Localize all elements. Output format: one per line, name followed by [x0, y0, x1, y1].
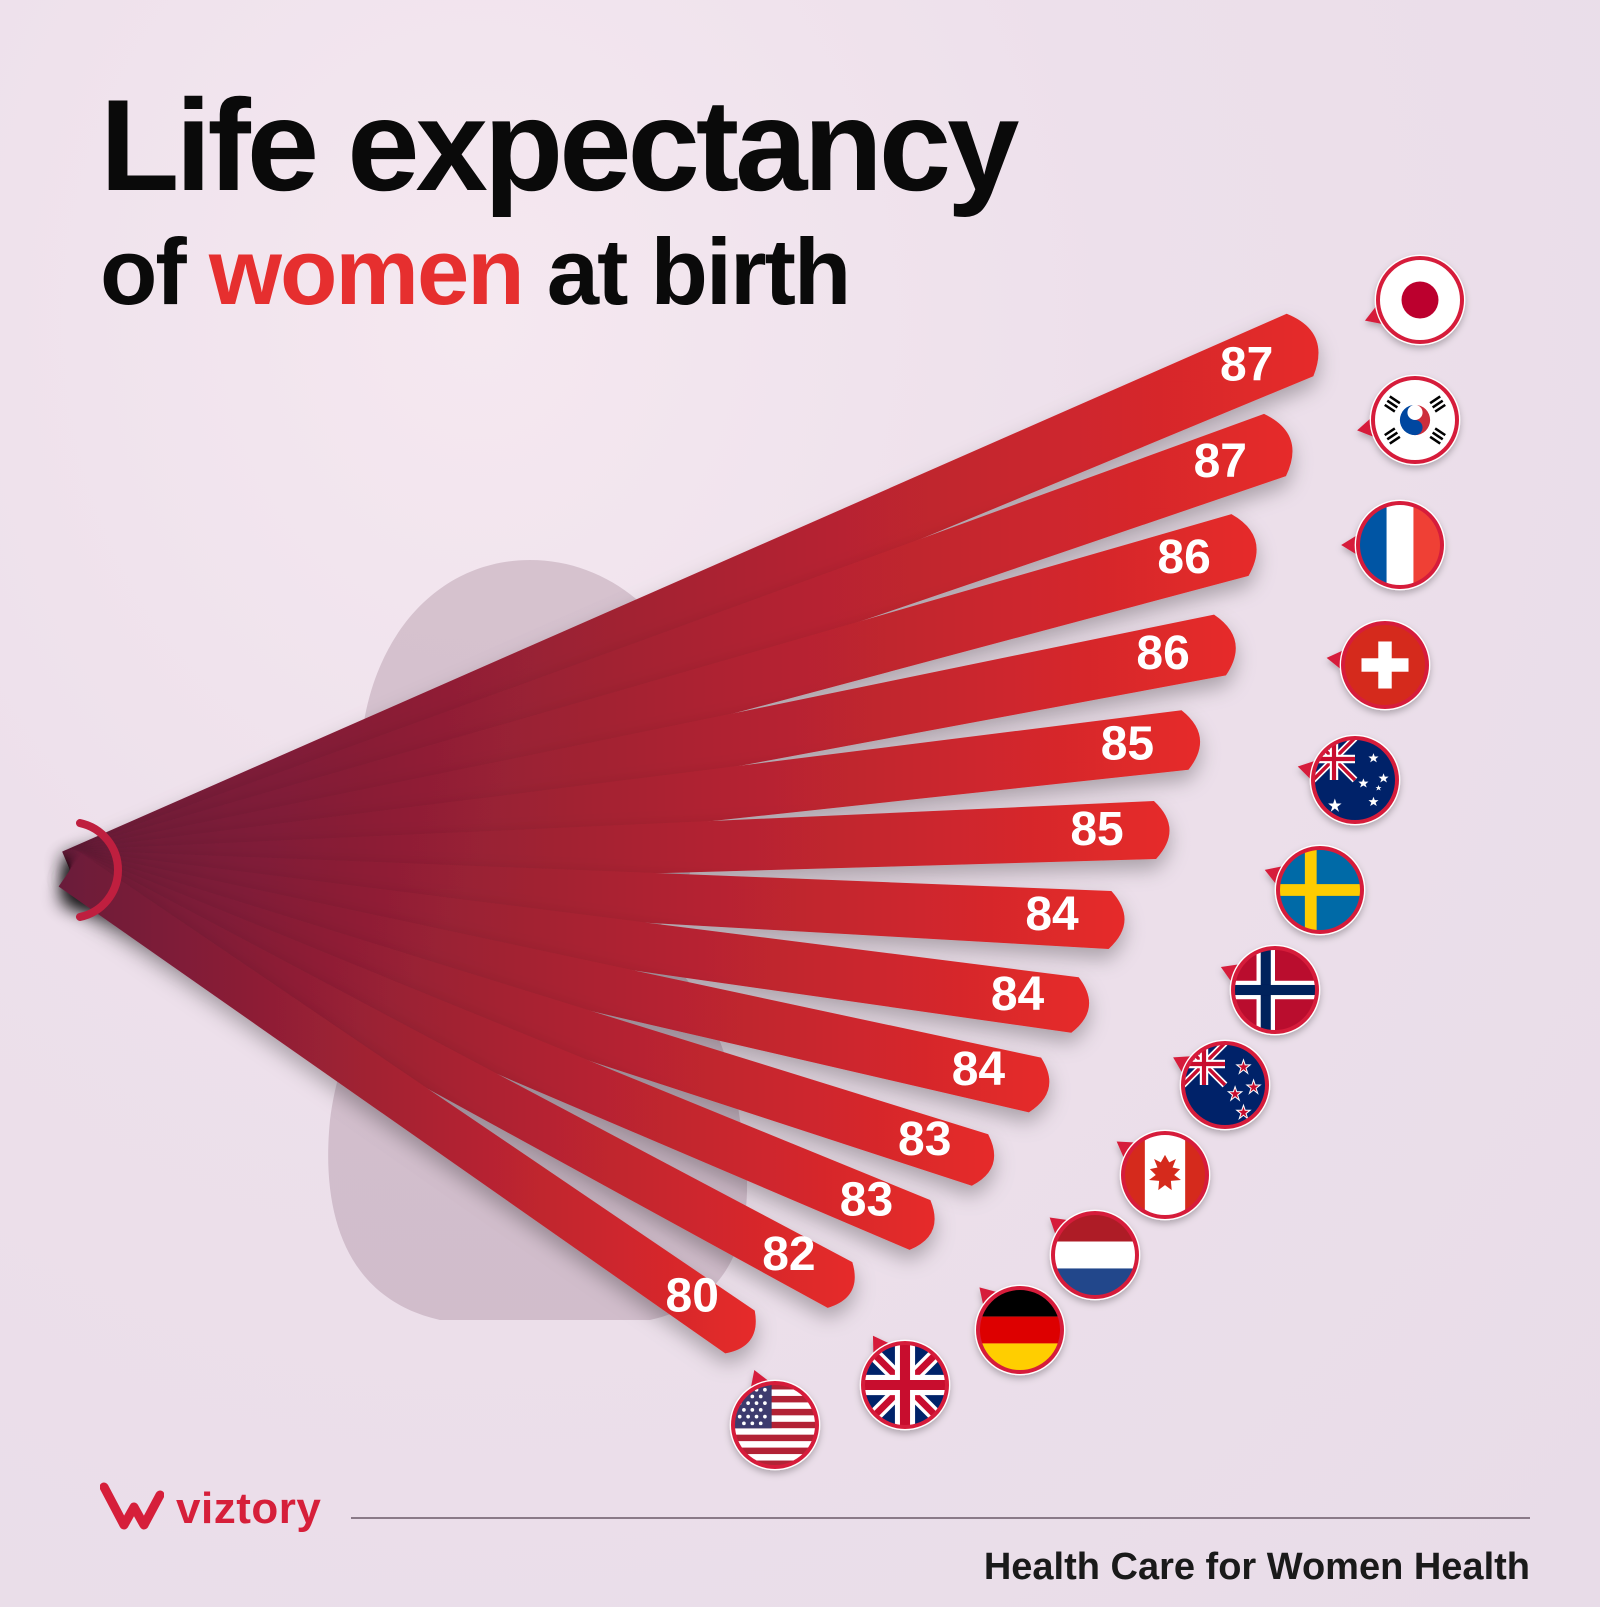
- brand-name: viztory: [176, 1484, 321, 1534]
- flag-japan-icon: [1365, 255, 1465, 346]
- footer-divider: [351, 1517, 1530, 1519]
- bar-value: 84: [952, 1043, 1006, 1096]
- brand-logo: viztory: [100, 1481, 321, 1537]
- fan-chart: 87878686858584848483838280: [0, 0, 1600, 1607]
- bar-value: 87: [1220, 338, 1273, 391]
- flag-australia-icon: [1298, 735, 1401, 826]
- flag-united-kingdom-icon: [860, 1336, 951, 1431]
- flag-norway-icon: [1221, 945, 1320, 1036]
- flag-switzerland-icon: [1327, 620, 1431, 711]
- bar-value: 84: [1025, 888, 1079, 941]
- bar-value: 85: [1070, 803, 1123, 856]
- flag-canada-icon: [1117, 1130, 1211, 1221]
- bar-value: 83: [840, 1173, 893, 1226]
- bar-value: 84: [991, 968, 1045, 1021]
- bar-value: 83: [898, 1113, 951, 1166]
- viztory-logo-icon: [100, 1481, 164, 1537]
- flag-france-icon: [1341, 500, 1445, 591]
- bar-value: 85: [1101, 717, 1154, 770]
- bar-value: 87: [1194, 435, 1247, 488]
- bar-value: 86: [1136, 627, 1189, 680]
- bar-value: 80: [666, 1270, 719, 1323]
- bar-value: 86: [1157, 531, 1210, 584]
- flag-new-zealand-icon: [1173, 1040, 1270, 1131]
- flag-south-korea-icon: [1357, 375, 1460, 466]
- flag-united-states-icon: [730, 1370, 821, 1470]
- flag-germany-icon: [975, 1285, 1066, 1376]
- bar-value: 82: [762, 1228, 815, 1281]
- footer-caption: Health Care for Women Health: [984, 1546, 1530, 1589]
- flag-sweden-icon: [1265, 845, 1366, 936]
- footer: viztory: [100, 1481, 1530, 1537]
- flag-netherlands-icon: [1050, 1210, 1141, 1301]
